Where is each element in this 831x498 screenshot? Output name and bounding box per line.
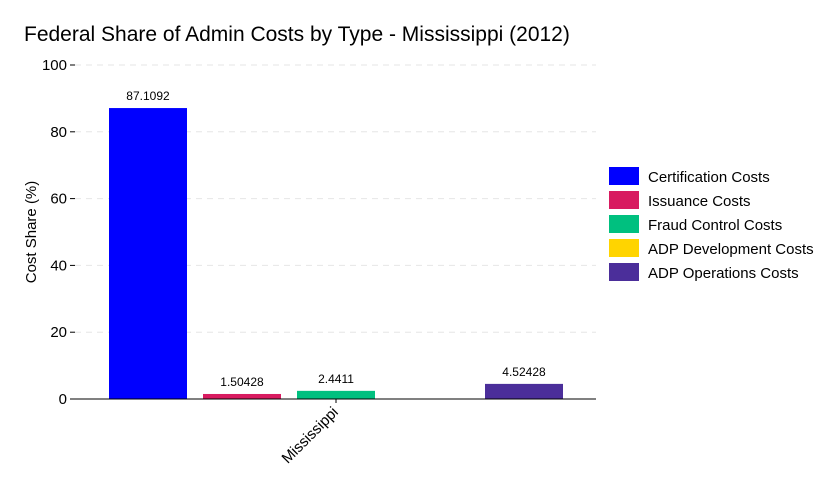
y-axis-ticks: 0 20 40 60 80 100: [42, 57, 75, 408]
bar-certification-costs: [109, 108, 187, 400]
legend-label: Issuance Costs: [648, 193, 751, 210]
legend: Certification Costs Issuance Costs Fraud C…: [609, 167, 814, 282]
legend-label: Certification Costs: [648, 169, 770, 186]
data-label: 4.52428: [502, 365, 546, 379]
bars: [109, 108, 563, 400]
bar-fraud-control-costs: [297, 390, 375, 399]
x-axis-ticks: Mississippi: [279, 399, 342, 467]
legend-label: Fraud Control Costs: [648, 217, 782, 234]
legend-swatch: [609, 167, 639, 185]
data-label: 2.4411: [318, 372, 354, 386]
grid: [75, 64, 596, 333]
legend-swatch: [609, 239, 639, 257]
bar-issuance-costs: [203, 393, 281, 399]
x-tick-label: Mississippi: [279, 404, 342, 467]
y-tick-label: 80: [50, 124, 67, 141]
legend-label: ADP Development Costs: [648, 241, 814, 258]
y-tick-label: 0: [59, 391, 67, 408]
y-tick-label: 20: [50, 324, 67, 341]
data-labels: 87.1092 1.50428 2.4411 4.52428: [126, 89, 546, 389]
legend-swatch: [609, 215, 639, 233]
chart-title: Federal Share of Admin Costs by Type - M…: [24, 23, 570, 46]
y-axis-title: Cost Share (%): [23, 181, 40, 284]
legend-label: ADP Operations Costs: [648, 265, 799, 282]
y-tick-label: 100: [42, 57, 67, 74]
bar-adp-operations-costs: [485, 383, 563, 399]
y-tick-label: 40: [50, 257, 67, 274]
y-tick-label: 60: [50, 191, 67, 208]
data-label: 1.50428: [220, 375, 264, 389]
legend-swatch: [609, 263, 639, 281]
data-label: 87.1092: [126, 89, 170, 103]
legend-swatch: [609, 191, 639, 209]
